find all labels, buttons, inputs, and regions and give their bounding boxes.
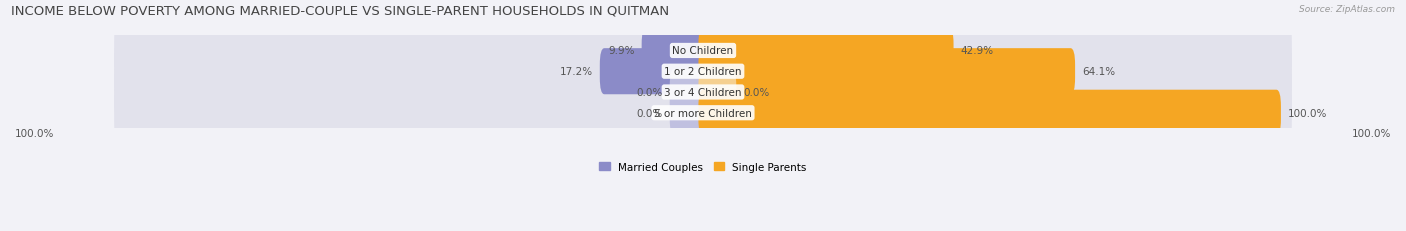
Text: 0.0%: 0.0% <box>637 88 662 97</box>
FancyBboxPatch shape <box>699 70 737 116</box>
Text: 3 or 4 Children: 3 or 4 Children <box>664 88 742 97</box>
FancyBboxPatch shape <box>699 49 1076 95</box>
FancyBboxPatch shape <box>669 70 707 116</box>
Text: 0.0%: 0.0% <box>637 108 662 118</box>
Text: 100.0%: 100.0% <box>1351 128 1391 138</box>
FancyBboxPatch shape <box>114 58 1292 127</box>
Text: 0.0%: 0.0% <box>744 88 769 97</box>
Text: No Children: No Children <box>672 46 734 56</box>
Text: 1 or 2 Children: 1 or 2 Children <box>664 67 742 77</box>
Legend: Married Couples, Single Parents: Married Couples, Single Parents <box>599 162 807 172</box>
Text: 5 or more Children: 5 or more Children <box>654 108 752 118</box>
FancyBboxPatch shape <box>114 37 1292 106</box>
Text: 64.1%: 64.1% <box>1083 67 1115 77</box>
FancyBboxPatch shape <box>699 28 953 74</box>
FancyBboxPatch shape <box>699 90 1281 136</box>
Text: 9.9%: 9.9% <box>609 46 634 56</box>
FancyBboxPatch shape <box>114 79 1292 148</box>
Text: 17.2%: 17.2% <box>560 67 593 77</box>
FancyBboxPatch shape <box>600 49 707 95</box>
Text: Source: ZipAtlas.com: Source: ZipAtlas.com <box>1299 5 1395 14</box>
FancyBboxPatch shape <box>641 28 707 74</box>
Text: 42.9%: 42.9% <box>960 46 994 56</box>
FancyBboxPatch shape <box>669 90 707 136</box>
Text: INCOME BELOW POVERTY AMONG MARRIED-COUPLE VS SINGLE-PARENT HOUSEHOLDS IN QUITMAN: INCOME BELOW POVERTY AMONG MARRIED-COUPL… <box>11 5 669 18</box>
Text: 100.0%: 100.0% <box>1288 108 1327 118</box>
FancyBboxPatch shape <box>114 17 1292 86</box>
Text: 100.0%: 100.0% <box>15 128 55 138</box>
